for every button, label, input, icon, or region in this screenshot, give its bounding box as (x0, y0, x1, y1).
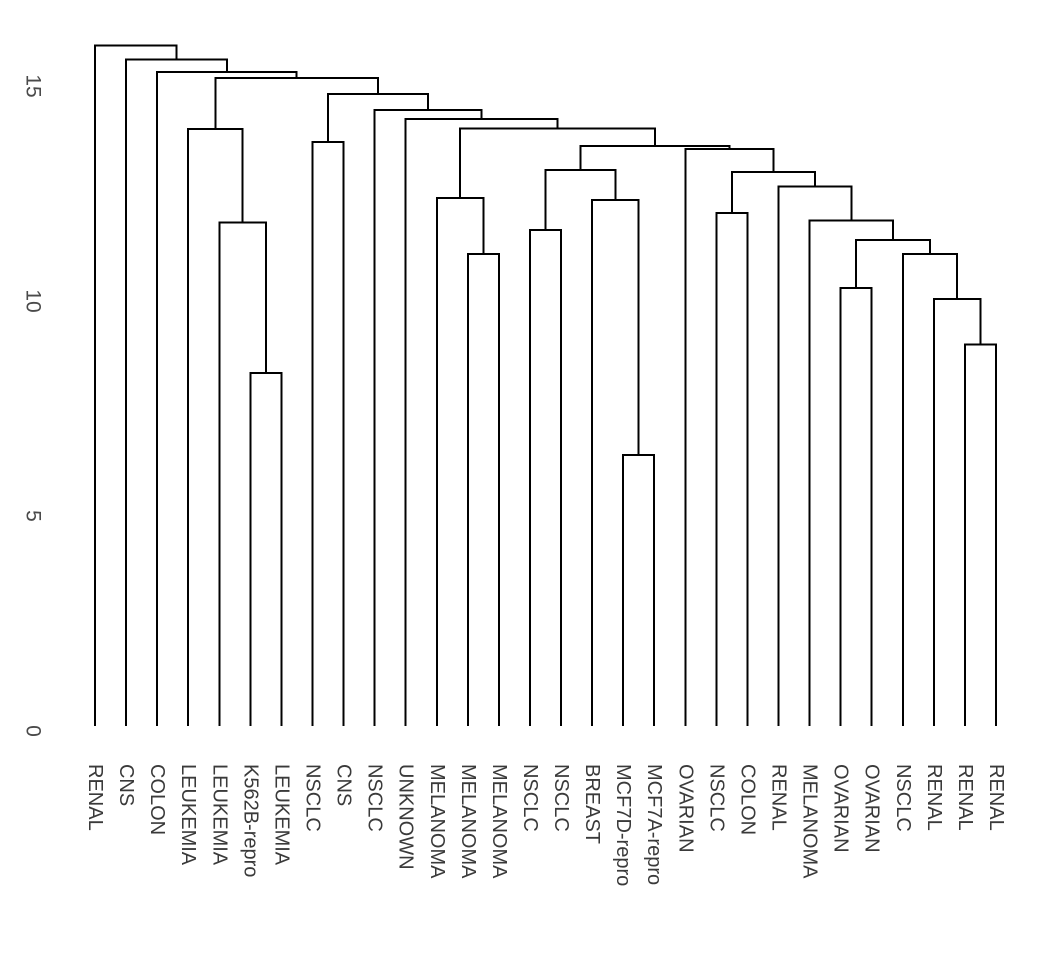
leaf-label: MCF7D-repro (612, 764, 634, 886)
leaf-label: MELANOMA (426, 764, 448, 879)
leaf-label: CNS (115, 764, 137, 806)
leaf-label: MELANOMA (457, 764, 479, 879)
leaf-label: NSCLC (301, 764, 323, 832)
dendrogram-link (963, 343, 997, 726)
dendrogram-link (214, 76, 380, 129)
dendrogram-link (94, 44, 178, 726)
leaf-label: RENAL (768, 764, 790, 831)
leaf-label: OVARIAN (674, 764, 696, 853)
dendrogram-link (327, 93, 430, 142)
leaf-label: RENAL (923, 764, 945, 831)
leaf-label: COLON (736, 764, 758, 835)
leaf-label: COLON (146, 764, 168, 835)
leaf-label: MCF7A-repro (643, 764, 665, 885)
leaf-label: LEUKEMIA (177, 764, 199, 866)
dendrogram-link (855, 238, 931, 289)
leaf-label: RENAL (84, 764, 106, 831)
dendrogram-link (715, 211, 749, 726)
dendrogram-link (311, 140, 345, 726)
dendrogram-link (373, 109, 483, 726)
dendrogram-link (466, 253, 500, 726)
dendrogram-link (591, 198, 640, 726)
dendrogram-link (839, 287, 873, 726)
dendrogram-link (730, 171, 816, 213)
leaf-label: NSCLC (705, 764, 727, 832)
dendrogram-link (901, 253, 959, 726)
dendrogram-link (218, 221, 267, 726)
leaf-label: OVARIAN (830, 764, 852, 853)
leaf-label: LEUKEMIA (270, 764, 292, 866)
leaf-label: RENAL (985, 764, 1007, 831)
dendrogram-link (249, 372, 283, 726)
leaf-label: NSCLC (892, 764, 914, 832)
leaf-label: OVARIAN (861, 764, 883, 853)
dendrogram-link (187, 128, 244, 726)
leaf-label: CNS (333, 764, 355, 806)
dendrogram-link (808, 219, 895, 726)
y-axis-tick-label: 10 (22, 289, 45, 312)
y-axis-tick-label: 15 (22, 74, 45, 97)
dendrogram-link (125, 58, 228, 726)
leaf-label: BREAST (581, 764, 603, 844)
dendrogram-link (622, 453, 656, 726)
leaf-label: K562B-repro (239, 764, 261, 877)
dendrogram-link (156, 70, 298, 726)
leaf-label: LEUKEMIA (208, 764, 230, 866)
dendrogram-link (404, 118, 559, 726)
dendrogram-link (459, 127, 656, 199)
leaf-label: MELANOMA (488, 764, 510, 879)
dendrogram-link (435, 197, 485, 726)
dendrogram-link (684, 148, 775, 726)
leaf-label: NSCLC (519, 764, 541, 832)
leaf-label: MELANOMA (799, 764, 821, 879)
dendrogram-link (932, 297, 982, 726)
y-axis-tick-label: 0 (22, 725, 45, 737)
leaf-label: UNKNOWN (395, 764, 417, 870)
leaf-label: NSCLC (550, 764, 572, 832)
leaf-label: NSCLC (364, 764, 386, 832)
dendrogram-link (528, 229, 563, 726)
y-axis-tick-label: 5 (22, 510, 45, 522)
leaf-label: RENAL (954, 764, 976, 831)
